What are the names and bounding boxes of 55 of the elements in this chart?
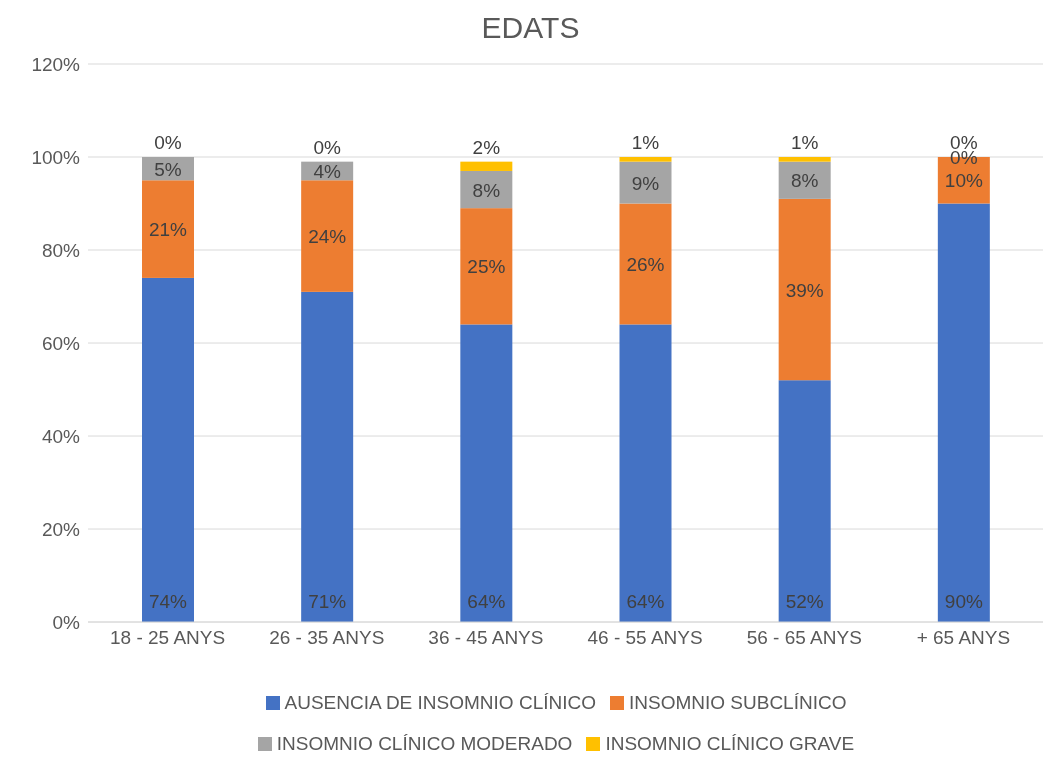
bar [460, 161, 513, 171]
x-tick-label: 56 - 65 ANYS [746, 626, 862, 648]
bar [778, 157, 831, 162]
data-label: 74% [148, 591, 188, 613]
x-tick-label: 26 - 35 ANYS [269, 626, 385, 648]
y-tick-label: 120% [31, 53, 81, 75]
data-label: 64% [626, 591, 665, 613]
x-tick-label: 36 - 45 ANYS [428, 626, 544, 648]
bar [301, 291, 354, 623]
data-label: 25% [467, 256, 506, 278]
bar [142, 180, 194, 278]
data-label: 1% [790, 132, 819, 154]
data-label: 9% [631, 172, 660, 194]
y-tick-label: 20% [41, 518, 81, 540]
bar [460, 324, 513, 623]
chart-title: EDATS [480, 10, 581, 46]
data-label: 2% [472, 136, 501, 158]
data-label: 21% [148, 219, 188, 241]
bar [778, 380, 831, 623]
legend-label: INSOMNIO CLÍNICO GRAVE [605, 733, 855, 754]
legend-label: INSOMNIO CLÍNICO MODERADO [276, 733, 573, 754]
y-tick-label: 40% [41, 425, 81, 447]
y-tick-label: 60% [41, 332, 81, 354]
data-label: 0% [154, 132, 182, 154]
y-tick-label: 100% [31, 146, 81, 168]
data-label: 8% [790, 170, 819, 192]
bar [619, 203, 672, 325]
x-tick-label: 18 - 25 ANYS [110, 626, 226, 648]
data-label: 52% [785, 591, 824, 613]
bar [619, 161, 672, 204]
data-label: 71% [308, 591, 347, 613]
x-tick-label: 46 - 55 ANYS [587, 626, 703, 648]
data-label: 64% [467, 591, 506, 613]
data-label: 26% [626, 253, 665, 275]
bar [142, 277, 194, 623]
bar [937, 203, 990, 623]
data-label: 4% [313, 160, 341, 182]
data-label: 1% [631, 132, 660, 154]
x-tick-label: + 65 ANYS [916, 626, 1011, 648]
y-tick-label: 0% [52, 611, 81, 633]
bar [619, 157, 672, 162]
data-label: 39% [785, 279, 824, 301]
legend-label: AUSENCIA DE INSOMNIO CLÍNICO [284, 692, 596, 714]
bar [778, 198, 831, 381]
data-label: 24% [308, 226, 347, 248]
legend-label: INSOMNIO SUBCLÍNICO [628, 692, 847, 714]
y-tick-label: 80% [41, 239, 81, 261]
data-label: 10% [944, 170, 983, 192]
bar [619, 324, 672, 623]
bar [460, 208, 513, 325]
data-label: 0% [313, 136, 341, 158]
data-label: 5% [154, 158, 182, 180]
data-label: 8% [472, 179, 501, 201]
bar [301, 180, 354, 292]
data-label: 90% [944, 591, 983, 613]
